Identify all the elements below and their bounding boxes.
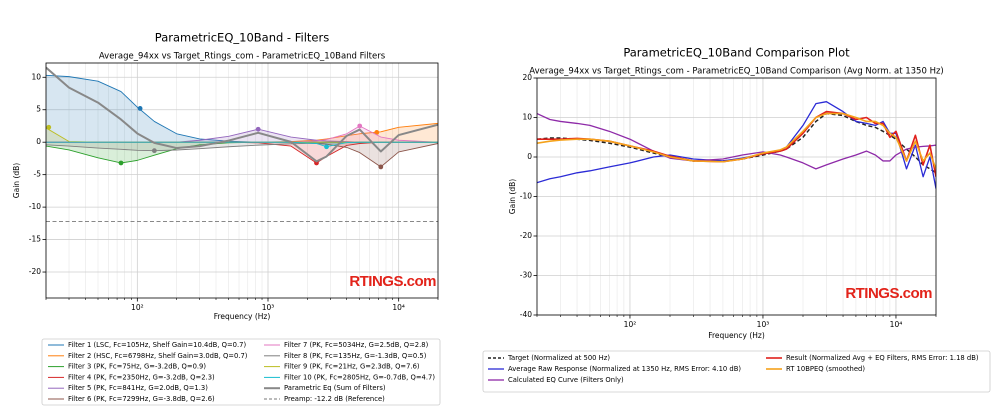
legend-label: Filter 2 (HSC, Fc=6798Hz, Shelf Gain=3.0… xyxy=(68,352,248,360)
y-tick-label: -5 xyxy=(34,170,42,179)
filter-center xyxy=(255,126,261,132)
y-tick-label: -40 xyxy=(520,310,532,319)
x-tick-label: 10³ xyxy=(262,303,275,312)
x-tick-label: 10⁴ xyxy=(392,303,405,312)
y-tick-label: -10 xyxy=(520,192,532,201)
filter-area xyxy=(46,142,438,163)
y-tick-label: -20 xyxy=(520,231,532,240)
y-tick-label: 10 xyxy=(31,72,41,81)
x-tick-label: 10² xyxy=(624,320,637,329)
filter-center xyxy=(46,124,52,130)
legend-label: Target (Normalized at 500 Hz) xyxy=(507,354,610,362)
series-line xyxy=(537,112,936,170)
chart: ParametricEQ_10Band - Filters Average_94x… xyxy=(12,31,441,406)
series-line xyxy=(537,101,936,189)
filter-center xyxy=(151,148,157,154)
legend-label: RT 10BPEQ (smoothed) xyxy=(786,365,865,373)
legend-label: Filter 1 (LSC, Fc=105Hz, Shelf Gain=10.4… xyxy=(68,341,246,349)
plot-frame xyxy=(45,62,439,299)
y-tick-label: 10 xyxy=(522,113,532,122)
y-tick-label: 0 xyxy=(36,137,41,146)
filter-center xyxy=(374,130,380,135)
series-line xyxy=(46,141,438,148)
y-tick-label: -15 xyxy=(29,235,41,244)
x-axis-label: Frequency (Hz) xyxy=(214,312,271,321)
filter-center xyxy=(324,144,329,150)
legend-label: Result (Normalized Avg + EQ Filters, RMS… xyxy=(786,354,979,362)
y-tick-label: -30 xyxy=(520,271,532,280)
filter-area xyxy=(46,75,438,143)
filter-area xyxy=(46,125,438,143)
legend-label: Filter 7 (PK, Fc=5034Hz, G=2.5dB, Q=2.8) xyxy=(284,341,429,349)
chart-title: ParametricEQ_10Band - Filters xyxy=(155,31,329,45)
filter-area xyxy=(46,142,438,151)
watermark: RTINGS.com xyxy=(845,285,932,302)
series-line xyxy=(46,66,438,163)
filter-center xyxy=(137,106,143,111)
y-tick-label: -20 xyxy=(29,267,41,276)
y-tick-label: 5 xyxy=(36,105,41,114)
filter-area xyxy=(46,142,438,167)
legend-label: Calculated EQ Curve (Filters Only) xyxy=(508,376,624,384)
legend-label: Filter 4 (PK, Fc=2350Hz, G=-3.2dB, Q=2.3… xyxy=(68,373,215,381)
filter-center xyxy=(357,123,363,129)
legend-label: Average Raw Response (Normalized at 1350… xyxy=(508,365,741,373)
watermark: RTINGS.com xyxy=(349,273,436,290)
series-line xyxy=(537,112,936,170)
plot-frame xyxy=(536,77,937,316)
legend-label: Filter 3 (PK, Fc=75Hz, G=-3.2dB, Q=0.9) xyxy=(68,363,206,371)
filter-center xyxy=(118,160,124,166)
filter-area xyxy=(46,142,438,163)
legend-label: Filter 10 (PK, Fc=2805Hz, G=-0.7dB, Q=4.… xyxy=(284,373,435,381)
plot-area xyxy=(537,101,936,189)
x-tick-label: 10³ xyxy=(757,320,770,329)
chart-title: ParametricEQ_10Band Comparison Plot xyxy=(623,46,850,60)
legend-label: Filter 8 (PK, Fc=135Hz, G=-1.3dB, Q=0.5) xyxy=(284,352,427,360)
x-tick-label: 10⁴ xyxy=(890,320,903,329)
filter-area xyxy=(46,123,438,143)
filter-center xyxy=(378,164,384,170)
y-axis-label: Gain (dB) xyxy=(508,179,517,214)
chart-subtitle: Average_94xx vs Target_Rtings_com - Para… xyxy=(99,52,386,62)
chart: ParametricEQ_10Band Comparison Plot Avera… xyxy=(482,46,991,393)
legend-label: Filter 9 (PK, Fc=21Hz, G=2.3dB, Q=7.6) xyxy=(284,363,420,371)
y-tick-label: 20 xyxy=(522,73,532,82)
chart-subtitle: Average_94xx vs Target_Rtings_com - Para… xyxy=(529,67,944,77)
legend-label: Filter 5 (PK, Fc=841Hz, G=2.0dB, Q=1.3) xyxy=(68,384,208,392)
x-axis-label: Frequency (Hz) xyxy=(708,331,765,340)
legend-box xyxy=(482,350,991,393)
legend-label: Filter 6 (PK, Fc=7299Hz, G=-3.8dB, Q=2.6… xyxy=(68,395,215,403)
y-tick-label: -10 xyxy=(29,202,41,211)
x-tick-label: 10² xyxy=(131,303,144,312)
legend-label: Preamp: -12.2 dB (Reference) xyxy=(284,395,385,403)
filter-area xyxy=(46,129,438,143)
y-tick-label: 0 xyxy=(527,152,532,161)
plot-area xyxy=(46,66,438,222)
y-axis-label: Gain (dB) xyxy=(12,163,21,198)
legend-box xyxy=(41,338,441,406)
legend-label: Parametric Eq (Sum of Filters) xyxy=(284,384,386,392)
